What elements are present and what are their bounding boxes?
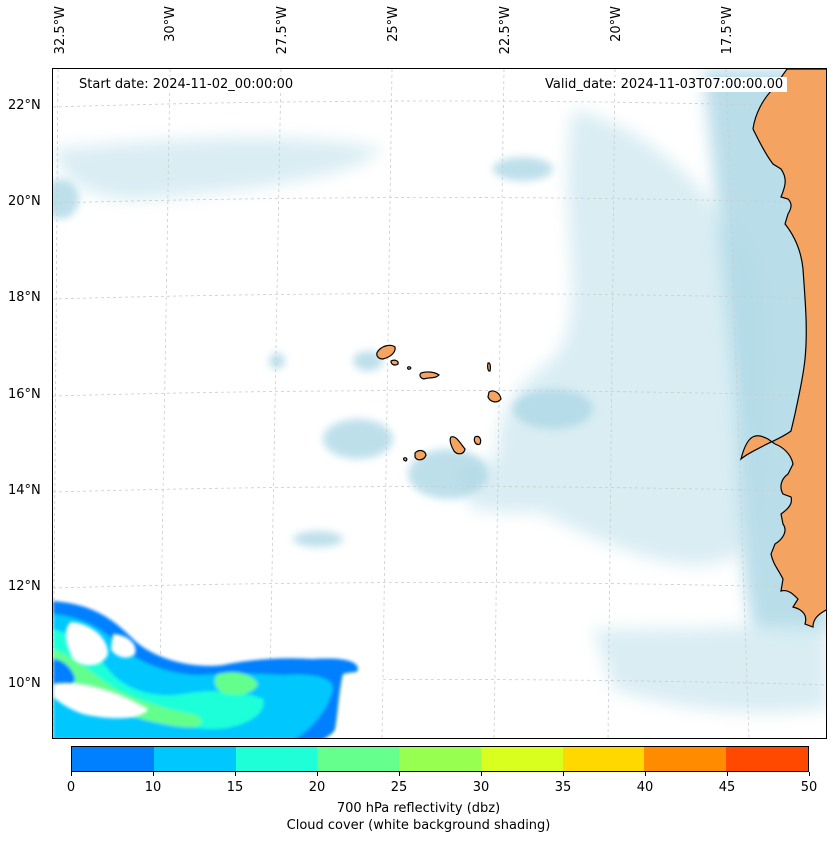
colorbar-tick-mark [809,772,810,776]
colorbar-swatch-15-20 [235,747,318,771]
island-boa-vista [487,390,502,403]
colorbar-tick-label: 10 [144,780,162,795]
colorbar-swatch-45-50 [726,747,809,771]
colorbar-swatch-25-30 [399,747,481,771]
lon-label-25w: 25°W [386,6,401,42]
island-santiago [449,436,466,455]
island-maio [473,435,482,446]
island-sal [487,362,491,372]
colorbar-tick-label: 50 [800,780,818,795]
colorbar-tick-label: 30 [472,780,490,795]
island-fogo [414,449,427,461]
lon-label-17-5w: 17.5°W [720,6,735,55]
start-date-label: Start date: 2024-11-02_00:00:00 [75,77,298,92]
lon-label-22-5w: 22.5°W [498,6,513,55]
colorbar-tick-mark [481,772,482,776]
colorbar-tick-mark [563,772,564,776]
lat-label-22n: 22°N [8,98,41,113]
colorbar-tick-mark [399,772,400,776]
colorbar-tick-mark [317,772,318,776]
colorbar-tick-mark [645,772,646,776]
lat-label-18n: 18°N [8,290,41,305]
lon-label-32-5w: 32.5°W [53,6,68,55]
colorbar-swatch-35-40 [562,747,645,771]
colorbar-tick-label: 25 [390,780,408,795]
lat-label-16n: 16°N [8,387,41,402]
colorbar-swatch-0-10 [72,747,154,771]
colorbar-tick-label: 35 [554,780,572,795]
cloud-cover-shading [53,69,826,713]
cape-verde-islands [376,344,502,462]
colorbar-tick-mark [235,772,236,776]
colorbar-tick-mark [153,772,154,776]
colorbar-tick-label: 20 [308,780,326,795]
colorbar-tick-label: 15 [226,780,244,795]
lon-label-20w: 20°W [609,6,624,42]
map-panel[interactable] [52,68,827,739]
colorbar-tick-label: 45 [718,780,736,795]
valid-date-label: Valid_date: 2024-11-03T07:00:00.00 [541,77,788,92]
island-brava [403,457,408,462]
colorbar-subtitle: Cloud cover (white background shading) [286,818,551,833]
reflectivity-gaps [53,622,383,738]
lon-label-27-5w: 27.5°W [275,6,290,55]
colorbar-swatch-20-25 [317,747,400,771]
lat-label-20n: 20°N [8,194,41,209]
island-sao-nicolau [419,371,440,380]
colorbar-swatch-10-15 [153,747,236,771]
reflectivity-colorbar [71,746,809,772]
island-santa-luzia [407,366,412,370]
island-santo-antao [376,344,396,360]
lat-label-12n: 12°N [8,579,41,594]
colorbar-swatch-40-45 [644,747,727,771]
africa-coastline [739,69,826,628]
colorbar-title: 700 hPa reflectivity (dbz) [336,801,501,816]
lat-label-14n: 14°N [8,483,41,498]
colorbar-tick-label: 40 [636,780,654,795]
map-canvas [53,69,826,738]
island-sao-vicente [390,359,399,366]
lon-label-30w: 30°W [163,6,178,42]
reflectivity-contours [53,601,358,738]
colorbar-tick-mark [71,772,72,776]
colorbar-swatch-30-35 [480,747,563,771]
colorbar-tick-mark [727,772,728,776]
colorbar-tick-label: 0 [66,780,76,795]
lat-label-10n: 10°N [8,676,41,691]
